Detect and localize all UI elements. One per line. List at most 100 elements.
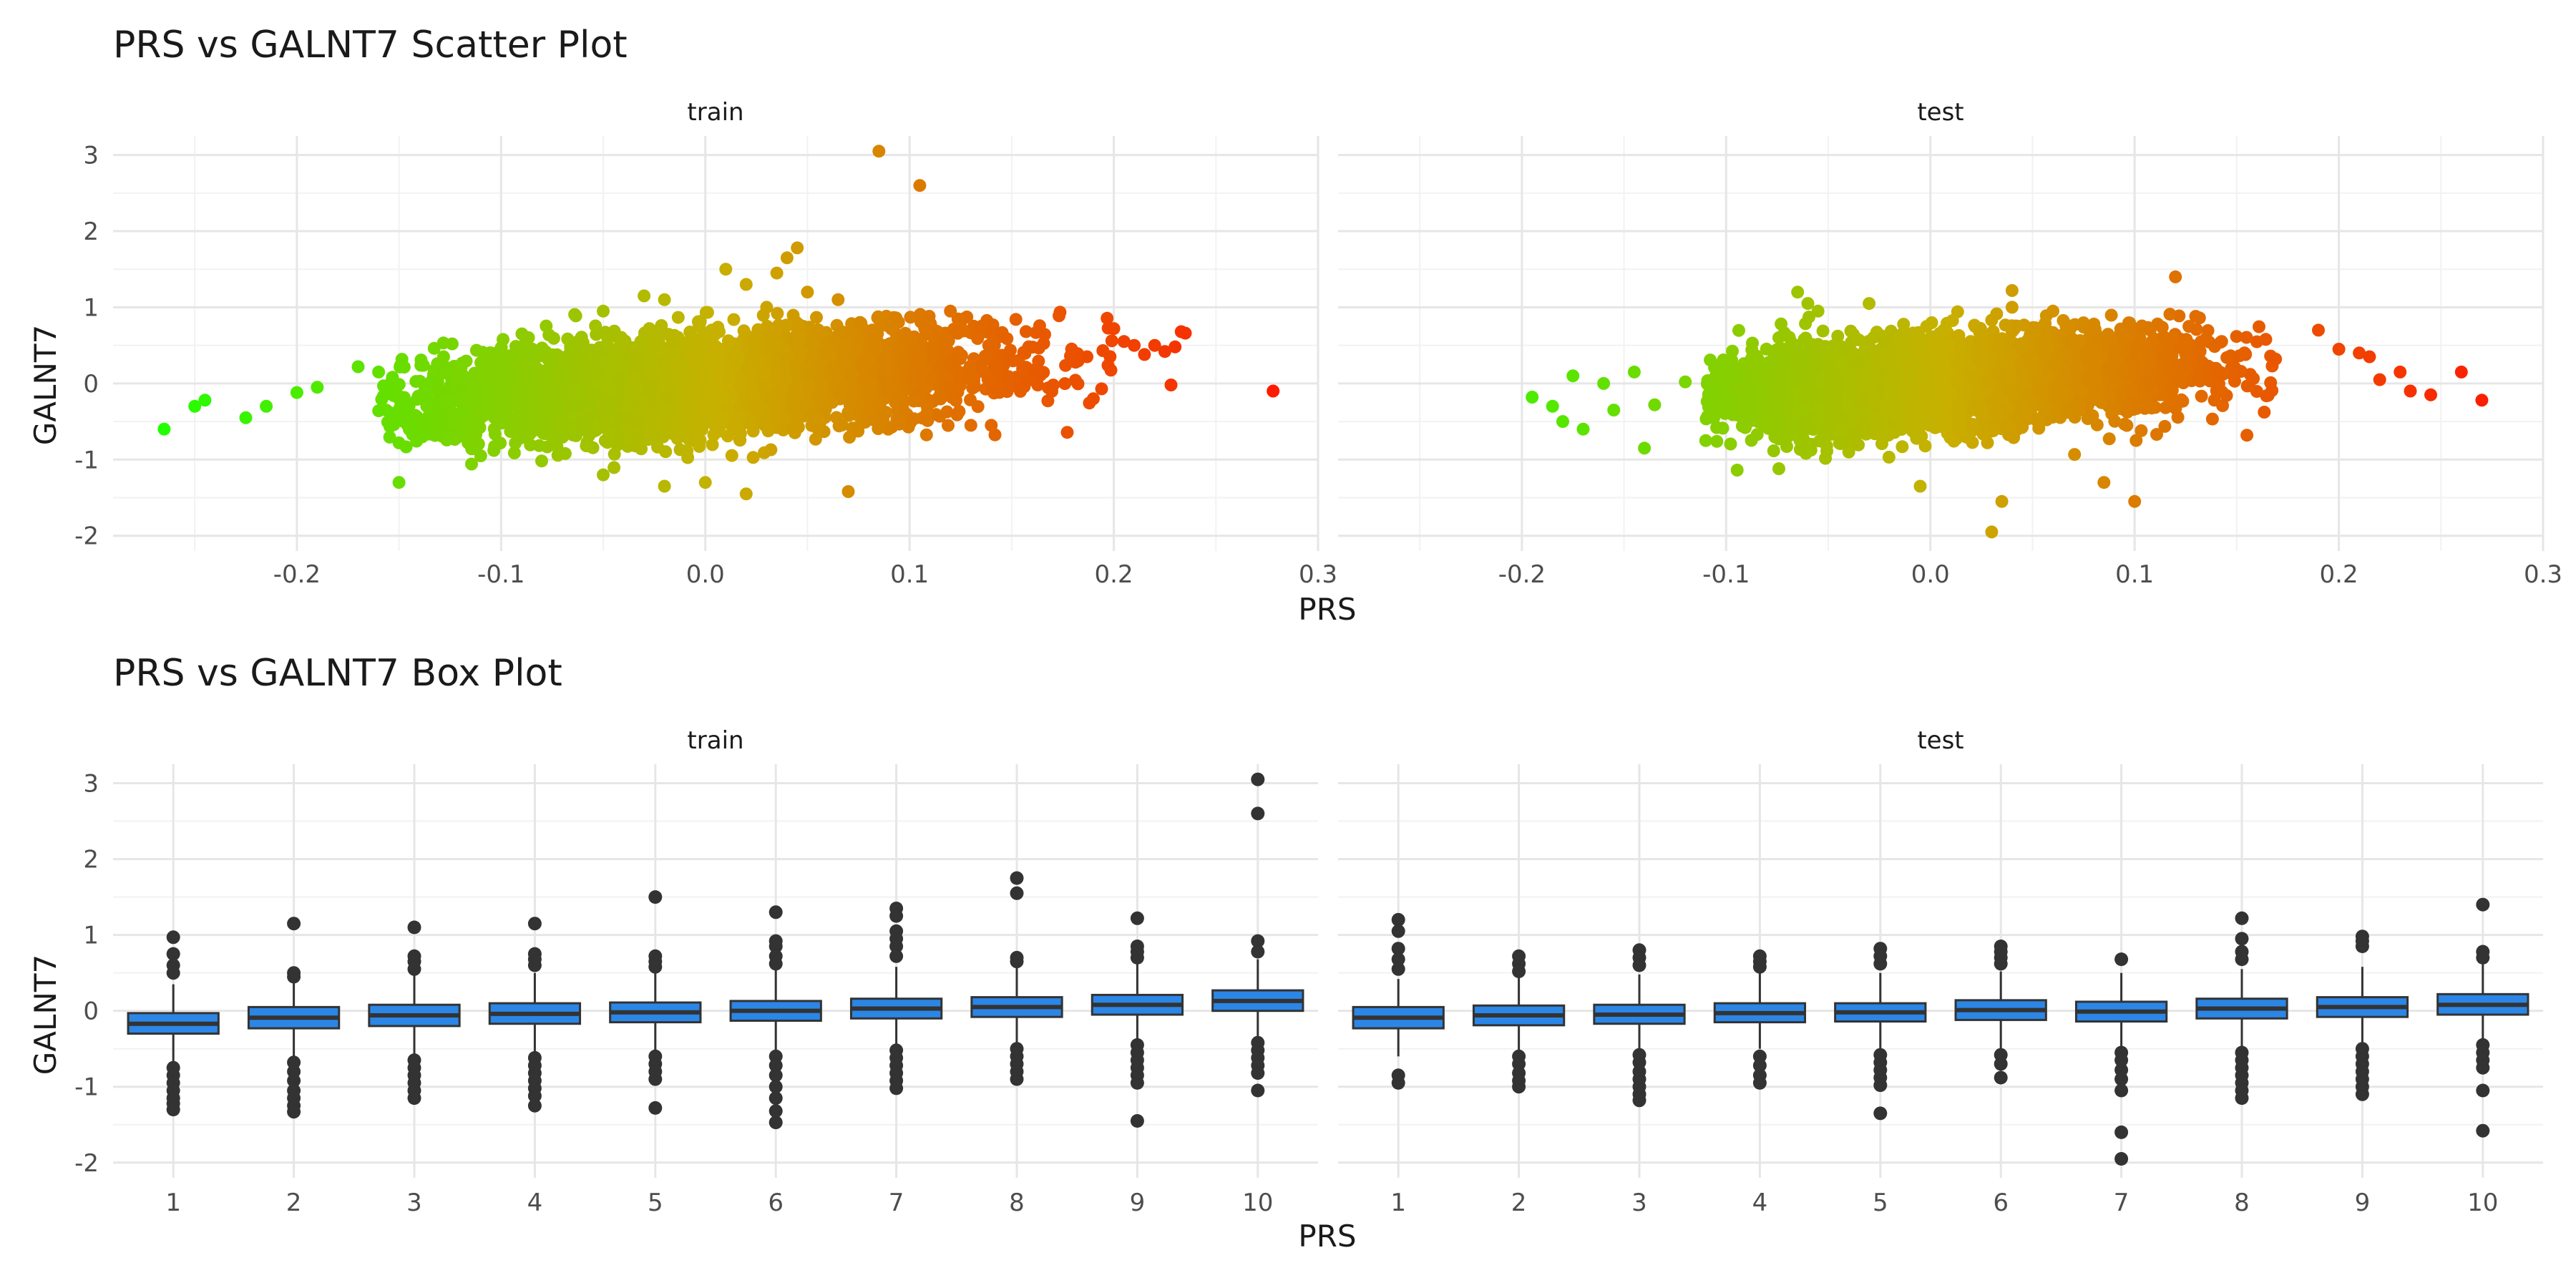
scatter-point (801, 396, 814, 409)
scatter-point (440, 366, 454, 380)
scatter-point (892, 417, 906, 431)
scatter-point (469, 392, 482, 406)
scatter-point (651, 440, 664, 454)
scatter-point (933, 409, 947, 423)
scatter-point (690, 335, 703, 348)
scatter-point (869, 328, 883, 341)
scatter-point (670, 358, 684, 371)
scatter-point (2259, 333, 2273, 346)
scatter-point (1169, 340, 1182, 353)
scatter-point (598, 419, 612, 432)
x-tick-label: -0.2 (1498, 560, 1546, 589)
scatter-point (421, 416, 435, 429)
scatter-point (606, 328, 619, 342)
scatter-point (801, 286, 814, 299)
scatter-point (950, 408, 964, 421)
scatter-point (351, 360, 365, 374)
scatter-point (372, 365, 386, 379)
scatter-point (721, 372, 735, 386)
x-tick-label: 0.0 (1911, 560, 1950, 589)
scatter-point (964, 393, 977, 406)
scatter-point (453, 389, 467, 403)
scatter-point (803, 367, 816, 381)
scatter-point (871, 311, 884, 325)
facet-strip-label: train (687, 98, 743, 127)
scatter-point (1095, 382, 1108, 396)
scatter-point (503, 349, 517, 363)
x-tick-label: 0.2 (2320, 560, 2358, 589)
scatter-point (839, 339, 853, 353)
scatter-point (884, 322, 898, 336)
scatter-point (523, 427, 537, 441)
scatter-point (758, 370, 771, 384)
scatter-point (919, 428, 933, 441)
scatter-point (311, 381, 324, 394)
scatter-point (1138, 348, 1151, 361)
scatter-point (706, 438, 719, 452)
scatter-point (413, 430, 426, 444)
scatter-point (666, 337, 680, 351)
scatter-point (1882, 450, 1896, 464)
x-tick-label: 0.3 (2524, 560, 2562, 589)
scatter-point (841, 406, 855, 420)
scatter-point (746, 388, 760, 401)
scatter-point (290, 386, 303, 399)
scatter-point (897, 358, 911, 372)
scatter-point (831, 293, 845, 306)
scatter-point (597, 468, 610, 482)
scatter-point (671, 311, 685, 324)
x-tick-label: -0.1 (477, 560, 525, 589)
scatter-point (474, 449, 487, 462)
scatter-point (447, 416, 461, 429)
scatter-point (655, 344, 668, 358)
scatter-point (1019, 325, 1033, 338)
scatter-point (476, 346, 489, 359)
scatter-point (907, 412, 921, 426)
scatter-point (696, 401, 709, 415)
scatter-point (1058, 377, 1072, 391)
scatter-point (535, 454, 548, 468)
scatter-point (450, 431, 464, 444)
scatter-point (729, 356, 743, 369)
scatter-point (957, 324, 971, 338)
scatter-point (780, 251, 794, 265)
scatter-point (905, 374, 919, 388)
x-tick-label: -0.1 (1702, 560, 1750, 589)
scatter-point (394, 399, 407, 413)
scatter-point (494, 393, 508, 406)
scatter-point (440, 394, 454, 408)
scatter-point (872, 145, 886, 158)
scatter-point (1005, 353, 1018, 367)
scatter-point (1018, 346, 1032, 360)
scatter-point (633, 352, 647, 366)
scatter-point (937, 336, 950, 349)
scatter-point (779, 318, 793, 332)
scatter-point (1105, 334, 1118, 348)
scatter-point (922, 316, 936, 330)
scatter-point (395, 353, 409, 366)
scatter-point (836, 353, 850, 367)
scatter-point (488, 439, 502, 453)
scatter-point (608, 461, 621, 474)
y-tick-label: 1 (83, 293, 99, 322)
scatter-point (1053, 306, 1067, 319)
scatter-point (777, 361, 791, 375)
x-tick-label: 0.1 (2115, 560, 2154, 589)
scatter-point (564, 343, 577, 357)
scatter-point (890, 342, 904, 356)
scatter-point (809, 432, 822, 446)
scatter-point (372, 404, 386, 418)
y-tick-label: -2 (74, 522, 99, 551)
scatter-point (420, 399, 434, 413)
scatter-point (975, 319, 989, 333)
scatter-point (934, 392, 947, 406)
scatter-point (489, 346, 502, 360)
scatter-point (376, 389, 390, 403)
scatter-title: PRS vs GALNT7 Scatter Plot (113, 24, 628, 67)
scatter-point (643, 322, 656, 336)
scatter-cloud (372, 306, 1118, 474)
scatter-point (609, 347, 623, 361)
scatter-point (522, 331, 535, 344)
scatter-point (599, 401, 613, 414)
